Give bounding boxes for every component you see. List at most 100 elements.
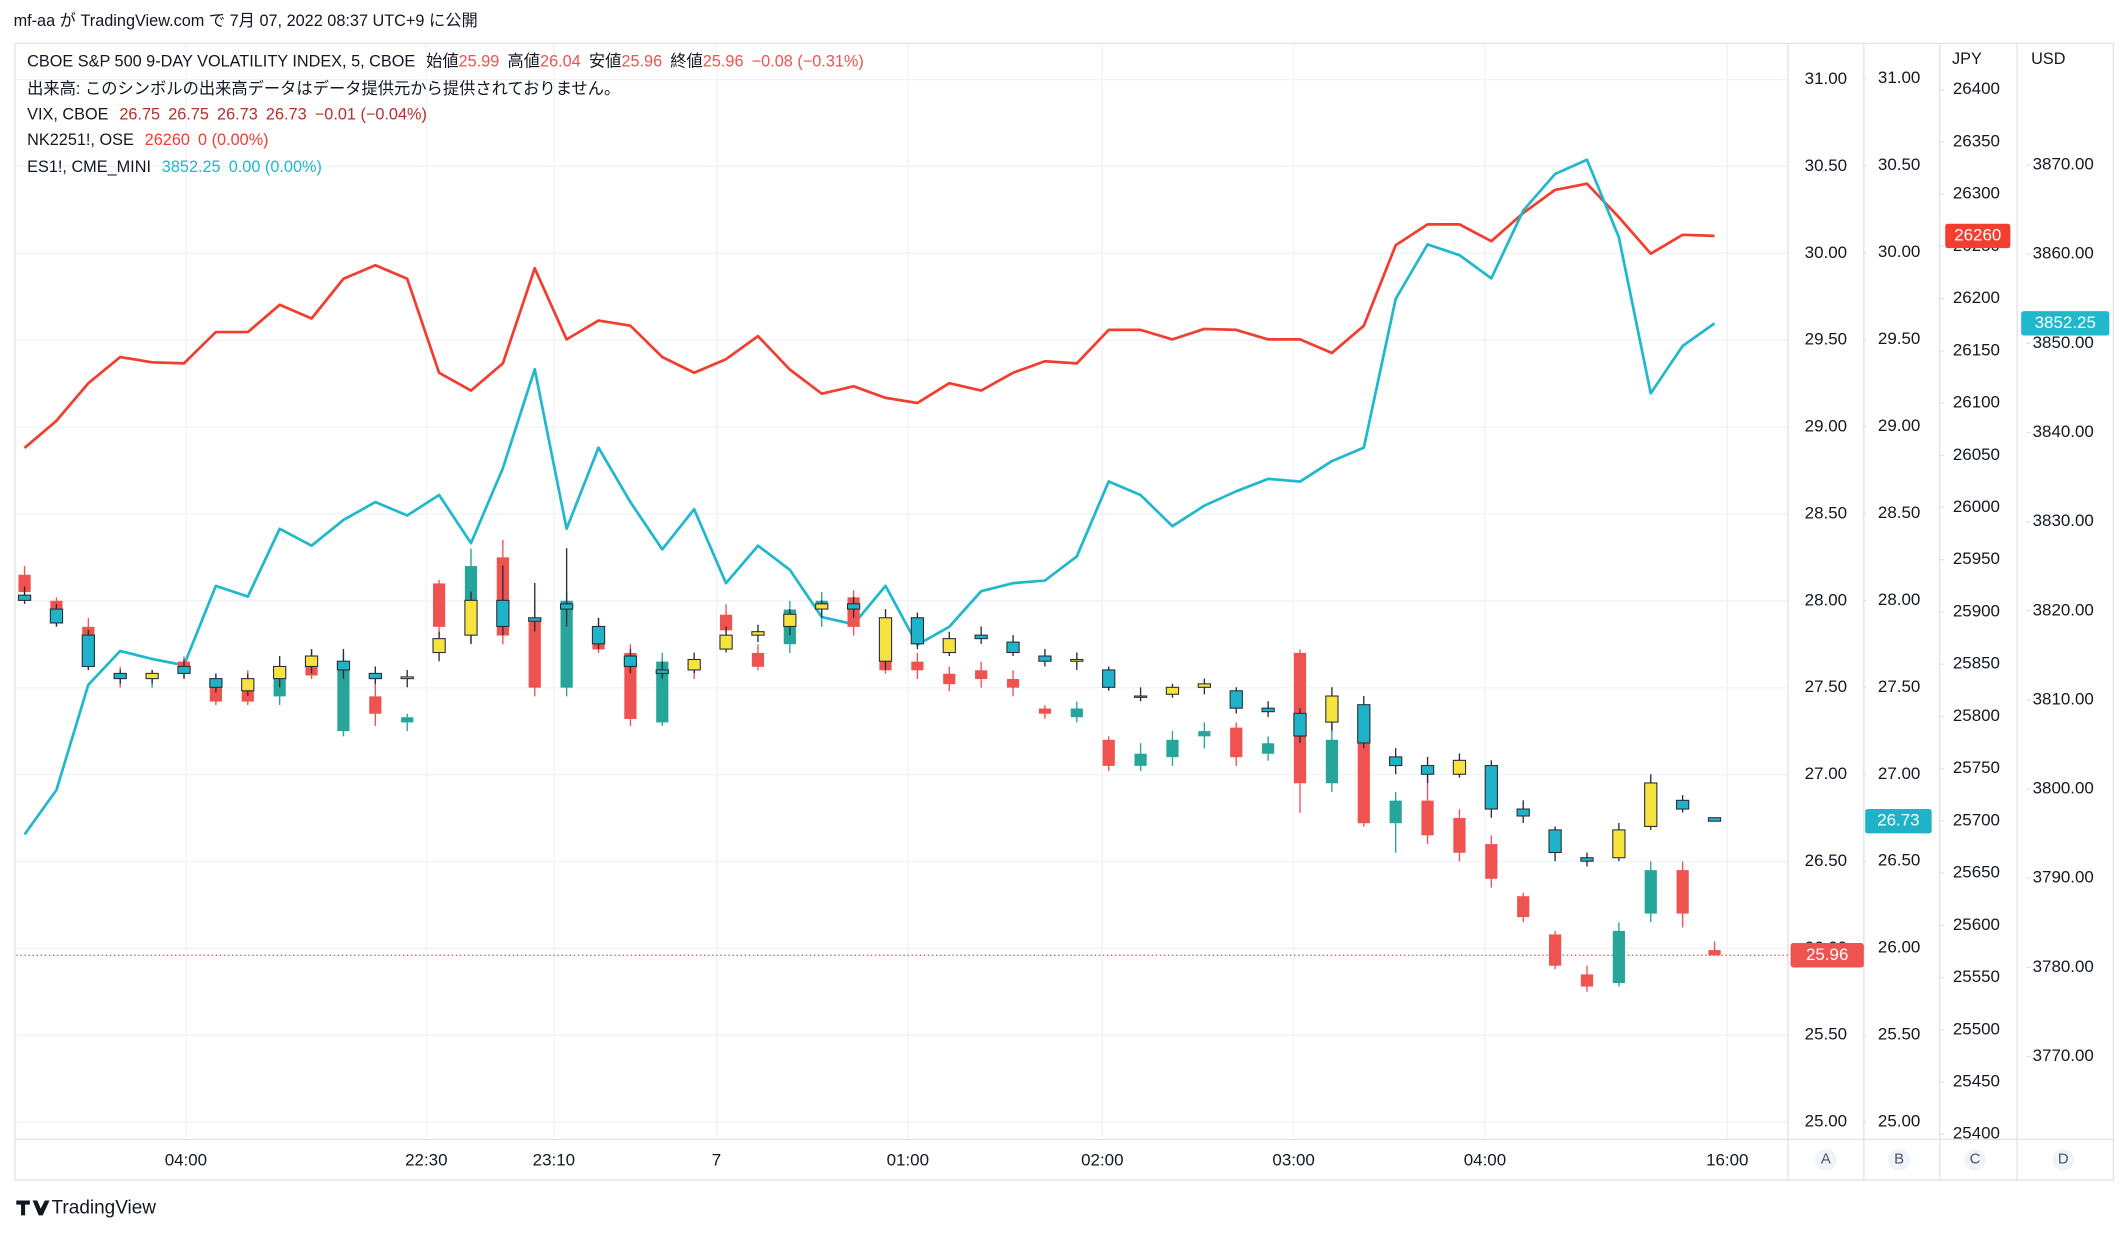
y-tick-label: 25550 [1953, 967, 2000, 986]
candle-body [337, 661, 350, 732]
candle-body [113, 672, 127, 680]
candle-body [975, 670, 988, 679]
y-tick-label: 26350 [1953, 131, 2000, 150]
candle-body [464, 599, 478, 636]
legend-entry: VIX, CBOE 26.75 26.75 26.73 26.73 −0.01 (−0.0… [27, 106, 427, 124]
legend-value: 26.04 [540, 53, 581, 71]
legend-value: 26.75 [168, 106, 209, 124]
candle-body [751, 652, 765, 667]
y-tick-label: 25.50 [1805, 1025, 1847, 1044]
candle-body [1197, 683, 1212, 688]
legend-label: 安値 [589, 53, 622, 71]
y-tick-label: 3790.00 [2033, 868, 2094, 887]
candle-body [1580, 857, 1594, 862]
y-tick-label: 25.00 [1805, 1112, 1847, 1131]
candle-body [1644, 870, 1657, 914]
y-tick-label: 25650 [1953, 863, 2000, 882]
y-tick-label: 29.50 [1878, 329, 1920, 348]
candle-body [369, 696, 382, 714]
scale-letter: A [1821, 1151, 1831, 1168]
candle-body [1420, 765, 1435, 775]
legend-entry: NK2251!, OSE 26260 0 (0.00%) [27, 131, 268, 149]
candle-body [1198, 731, 1211, 737]
price-tag [1945, 223, 2011, 249]
price-tag [1790, 943, 1864, 968]
legend-change: 0.00 (0.00%) [229, 159, 322, 177]
y-tick-label: 27.50 [1878, 677, 1920, 696]
candle-body [1389, 800, 1402, 824]
legend-value: 25.99 [459, 53, 500, 71]
candle-body [1165, 686, 1180, 695]
y-tick-label: 29.00 [1878, 416, 1920, 435]
candle-body [878, 617, 893, 662]
x-tick-label: 03:00 [1272, 1151, 1314, 1170]
candle-body [49, 608, 64, 624]
legend-name: VIX, CBOE [27, 106, 109, 124]
candle-body [1070, 658, 1084, 662]
candle-body [145, 672, 159, 680]
legend-value: 25.96 [703, 53, 744, 71]
candle-body [432, 638, 446, 654]
candle-body [1133, 695, 1148, 698]
volume-note: 出来高: このシンボルの出来高データはデータ提供元から提供されておりません。 [27, 79, 620, 98]
candle-body [1580, 974, 1594, 987]
candle-body [719, 634, 733, 650]
legend-change: −0.08 (−0.31%) [752, 53, 864, 71]
y-tick-label: 25450 [1953, 1071, 2000, 1090]
candle-body [1070, 708, 1083, 718]
line-series [23, 158, 1716, 836]
y-tick-label: 31.00 [1805, 69, 1847, 88]
candle-body [1230, 727, 1243, 758]
candle-body [1325, 695, 1339, 723]
candle-body [17, 594, 32, 601]
x-tick-label: 04:00 [165, 1151, 207, 1170]
candle-body [401, 717, 414, 723]
scale-letter: B [1894, 1151, 1904, 1168]
legend-label: 高値 [508, 53, 541, 71]
y-tick-label: 3860.00 [2033, 244, 2094, 263]
candle-body [656, 661, 669, 723]
y-tick-label: 3870.00 [2033, 155, 2094, 174]
candle-body [1357, 739, 1370, 824]
candle-body [1389, 756, 1403, 767]
candle-body [1102, 669, 1116, 688]
candle-body [273, 678, 286, 697]
y-tick-label: 3770.00 [2033, 1046, 2094, 1065]
y-tick-label: 26050 [1953, 445, 2000, 464]
candle-body [846, 603, 861, 610]
legend-value: 3852.25 [162, 159, 221, 177]
candle-body [1675, 799, 1690, 810]
x-tick-label: 01:00 [887, 1151, 929, 1170]
legend-label: 始値 [426, 53, 459, 71]
candle-body [304, 655, 319, 667]
y-tick-label: 26100 [1953, 393, 2000, 412]
y-tick-label: 29.50 [1805, 330, 1847, 349]
candle-body [1006, 678, 1020, 688]
y-tick-label: 25700 [1953, 810, 2000, 829]
y-tick-label: 30.00 [1878, 242, 1920, 261]
candle-body [1612, 930, 1625, 984]
y-tick-label: 25850 [1953, 654, 2000, 673]
candle-body [177, 665, 191, 674]
candle-body [432, 583, 446, 627]
y-tick-label: 26200 [1953, 288, 2000, 307]
legend-value: 26.73 [266, 106, 307, 124]
y-tick-label: 3850.00 [2033, 333, 2094, 352]
legend-value: 26.75 [119, 106, 160, 124]
candle-body [1676, 870, 1689, 914]
y-tick-label: 27.00 [1878, 764, 1920, 783]
y-tick-label: 28.00 [1805, 590, 1847, 609]
logo-icon [16, 1200, 50, 1216]
candle-body [1038, 708, 1052, 714]
candle-body [1229, 690, 1243, 709]
y-tick-label: 26.50 [1878, 851, 1920, 870]
legend-name: NK2251!, OSE [27, 131, 134, 149]
y-tick-label: 27.00 [1805, 764, 1847, 783]
x-tick-label: 02:00 [1081, 1151, 1123, 1170]
candle-body [1421, 800, 1434, 836]
scale-button [1888, 1148, 1910, 1171]
x-tick-label: 04:00 [1464, 1151, 1506, 1170]
candle-body [81, 634, 95, 667]
candle-body [1261, 707, 1275, 713]
candle-body [1038, 655, 1052, 662]
